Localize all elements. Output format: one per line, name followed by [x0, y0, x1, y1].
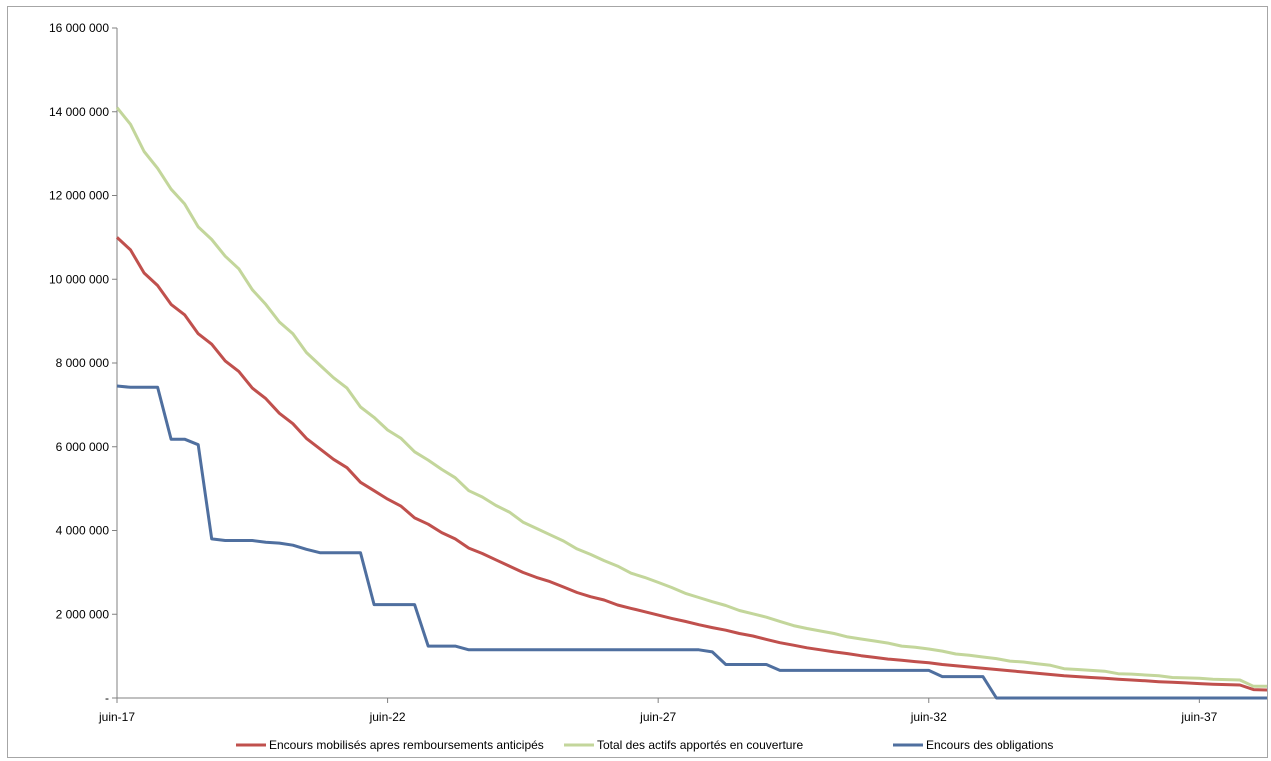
legend-label-3: Encours des obligations — [926, 738, 1053, 752]
y-tick-label: 4 000 000 — [56, 524, 110, 538]
y-tick-label: 2 000 000 — [56, 607, 110, 621]
y-tick-label: 8 000 000 — [56, 356, 110, 370]
y-tick-label: 16 000 000 — [49, 21, 109, 35]
legend-label-2: Total des actifs apportés en couverture — [597, 738, 803, 752]
series-line-2 — [115, 106, 1267, 688]
series-line-3 — [116, 384, 1267, 700]
series-line-1 — [115, 236, 1268, 692]
y-tick-label: 12 000 000 — [49, 189, 109, 203]
x-tick-label: juin-32 — [910, 710, 947, 724]
x-tick-label: juin-37 — [1180, 710, 1217, 724]
legend-label-1: Encours mobilisés apres remboursements a… — [269, 738, 544, 752]
y-tick-label: - — [105, 691, 109, 705]
chart-frame — [7, 6, 1268, 758]
y-tick-label: 10 000 000 — [49, 272, 109, 286]
series-layer — [115, 106, 1268, 700]
x-tick-label: juin-17 — [98, 710, 135, 724]
x-axis: juin-17 juin-22 juin-27 juin-32 juin-37 — [98, 697, 1267, 724]
x-tick-label: juin-22 — [369, 710, 406, 724]
y-axis: - 2 000 000 4 000 000 6 000 000 8 000 000 10 … — [49, 21, 118, 705]
legend: Encours mobilisés apres remboursements a… — [236, 738, 1053, 752]
x-tick-label: juin-27 — [639, 710, 676, 724]
y-tick-label: 6 000 000 — [56, 440, 110, 454]
y-tick-label: 14 000 000 — [49, 105, 109, 119]
